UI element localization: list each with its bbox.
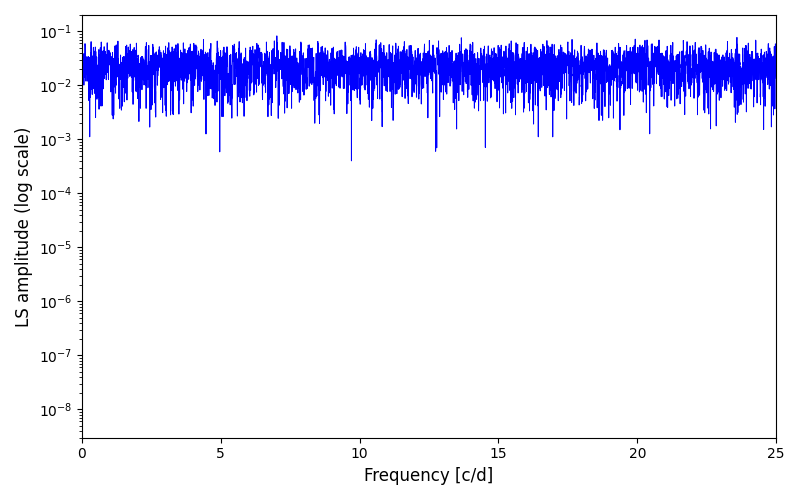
X-axis label: Frequency [c/d]: Frequency [c/d] (364, 467, 494, 485)
Y-axis label: LS amplitude (log scale): LS amplitude (log scale) (15, 126, 33, 326)
